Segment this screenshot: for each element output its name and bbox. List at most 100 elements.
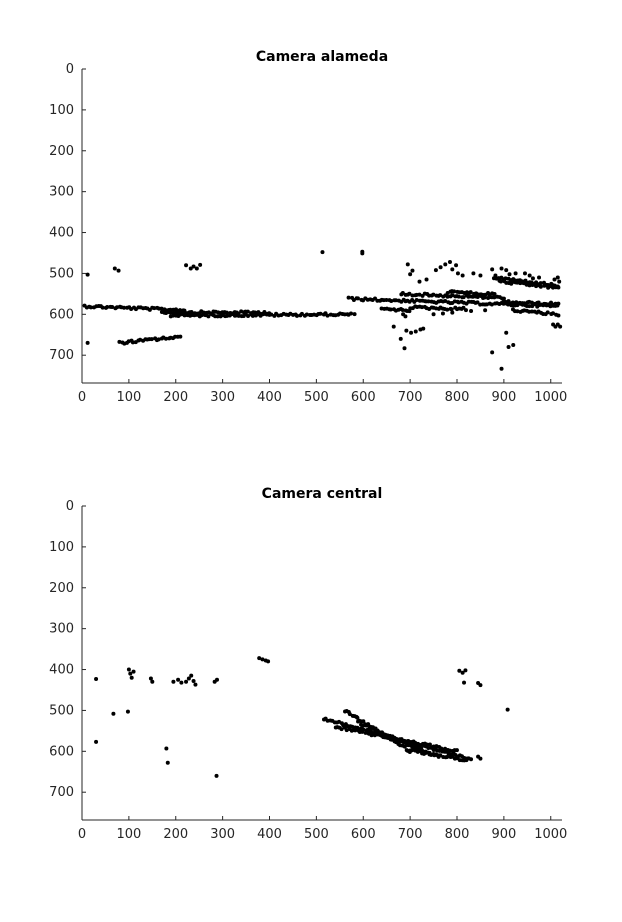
x-tick-label: 700	[398, 827, 423, 842]
data-point	[385, 735, 390, 740]
data-point	[423, 750, 428, 755]
x-tick-label: 500	[304, 827, 329, 842]
data-point	[171, 679, 176, 684]
data-point	[224, 310, 229, 315]
data-point	[94, 739, 99, 744]
data-point	[460, 670, 465, 675]
data-point	[417, 279, 422, 284]
data-point	[168, 310, 173, 315]
data-point	[537, 275, 542, 280]
data-point	[393, 298, 398, 303]
data-point	[487, 292, 492, 297]
x-tick-label: 0	[78, 390, 86, 405]
data-point	[424, 277, 429, 282]
y-tick-label: 600	[49, 307, 74, 322]
data-point	[398, 336, 403, 341]
data-point	[556, 313, 561, 318]
x-tick-label: 400	[257, 827, 282, 842]
data-point	[361, 719, 366, 724]
data-point	[349, 311, 353, 316]
data-point	[171, 313, 176, 318]
y-tick-label: 400	[49, 663, 74, 678]
data-point	[468, 290, 473, 295]
x-tick-label: 400	[257, 390, 282, 405]
data-point	[164, 311, 169, 315]
data-point	[427, 742, 432, 747]
data-point	[556, 285, 561, 290]
data-point	[414, 297, 419, 302]
data-point	[504, 330, 509, 335]
x-tick-label: 900	[491, 390, 516, 405]
data-point	[364, 723, 369, 728]
data-point	[346, 295, 351, 300]
data-point	[369, 733, 374, 738]
x-tick-label: 600	[351, 827, 376, 842]
data-point	[384, 298, 389, 303]
data-point	[355, 296, 360, 301]
y-tick-label: 0	[66, 499, 74, 514]
data-point	[445, 294, 450, 299]
data-point	[164, 746, 169, 751]
data-point	[431, 312, 436, 317]
data-point	[246, 314, 251, 319]
data-point	[405, 262, 410, 267]
data-point	[522, 301, 527, 306]
y-tick-label: 200	[49, 581, 74, 596]
x-tick-label: 500	[304, 390, 329, 405]
data-point	[404, 328, 409, 333]
data-point	[129, 675, 134, 680]
data-point	[130, 340, 135, 345]
data-point	[131, 669, 136, 674]
data-point	[325, 313, 330, 318]
data-point	[163, 336, 168, 341]
data-point	[356, 719, 361, 724]
data-point	[191, 678, 196, 683]
y-tick-label: 200	[49, 144, 74, 159]
data-point	[425, 742, 430, 747]
data-point	[530, 276, 535, 281]
data-point	[198, 262, 203, 267]
data-point	[178, 334, 183, 339]
data-point	[347, 712, 352, 717]
data-point	[206, 314, 211, 319]
data-point	[152, 306, 157, 311]
data-point	[410, 268, 415, 273]
data-point	[454, 263, 459, 268]
x-tick-label: 300	[210, 827, 235, 842]
data-point	[215, 314, 220, 319]
data-point	[475, 300, 480, 305]
data-point	[214, 773, 219, 778]
data-point	[483, 308, 488, 313]
y-tick-label: 100	[49, 103, 74, 118]
data-point	[515, 280, 520, 285]
data-point	[407, 291, 412, 296]
data-point	[402, 346, 407, 351]
data-point	[94, 676, 99, 681]
data-point	[506, 302, 511, 307]
data-point	[538, 284, 543, 289]
x-tick-label: 900	[491, 827, 516, 842]
data-point	[360, 251, 365, 256]
data-point	[457, 668, 462, 673]
x-tick-label: 1000	[534, 827, 567, 842]
data-point	[545, 310, 550, 315]
data-point	[433, 268, 438, 273]
x-tick-label: 200	[163, 390, 188, 405]
data-point	[400, 291, 405, 296]
data-point	[360, 729, 365, 734]
data-point	[452, 289, 457, 294]
data-point	[550, 311, 555, 316]
data-point	[122, 305, 127, 310]
data-point	[193, 682, 198, 687]
data-point	[511, 342, 516, 347]
data-point	[522, 271, 527, 276]
data-point	[464, 758, 469, 763]
data-point	[461, 305, 466, 310]
data-point	[413, 329, 418, 334]
data-point	[469, 309, 474, 314]
data-point	[294, 313, 299, 318]
data-point	[355, 715, 360, 720]
x-tick-label: 600	[351, 390, 376, 405]
data-point	[320, 250, 325, 255]
